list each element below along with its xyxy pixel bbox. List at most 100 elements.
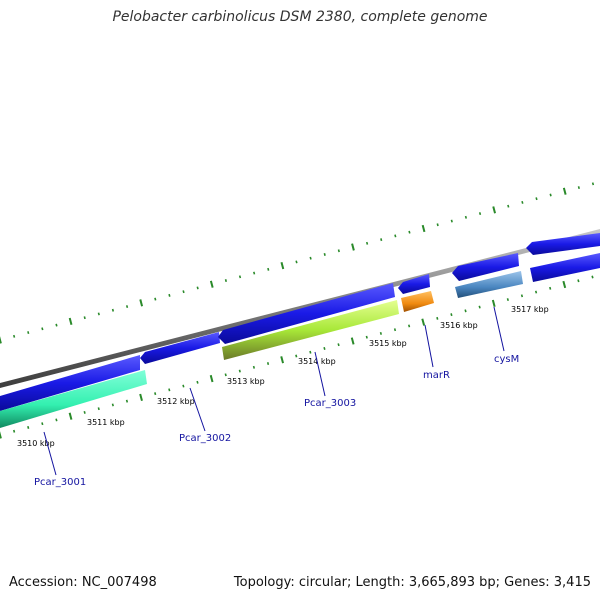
inner-ring-tick bbox=[562, 280, 567, 289]
outer-ring-tick bbox=[182, 290, 185, 294]
outer-ring-tick bbox=[521, 200, 524, 204]
outer-ring-tick bbox=[450, 219, 453, 223]
cds-cysm[interactable] bbox=[455, 271, 523, 298]
gene-label-cysm[interactable]: cysM bbox=[494, 354, 519, 365]
genome-summary-text: Topology: circular; Length: 3,665,893 bp… bbox=[233, 575, 591, 590]
outer-ring-tick bbox=[421, 224, 426, 233]
leader-cysm bbox=[493, 306, 505, 352]
outer-ring-tick bbox=[111, 308, 115, 312]
gene-label-pcar-3001[interactable]: Pcar_3001 bbox=[34, 477, 86, 488]
inner-ring-tick bbox=[125, 399, 129, 403]
leader-pcar-3003 bbox=[314, 351, 326, 397]
inner-ring-tick bbox=[55, 418, 58, 422]
outer-ring-tick bbox=[323, 253, 326, 256]
inner-ring-tick bbox=[168, 388, 171, 392]
outer-ring-tick bbox=[97, 312, 100, 316]
tick-label-3516: 3516 kbp bbox=[440, 321, 478, 330]
outer-ring-tick bbox=[408, 230, 411, 234]
outer-ring-tick bbox=[55, 323, 58, 327]
cds-forward-1[interactable] bbox=[0, 355, 140, 411]
cds-forward-6[interactable] bbox=[526, 233, 600, 255]
inner-ring-tick bbox=[350, 337, 355, 345]
inner-ring-tick bbox=[506, 298, 509, 302]
outer-ring-tick bbox=[27, 331, 30, 335]
inner-ring-tick bbox=[68, 412, 73, 420]
inner-ring-tick bbox=[97, 407, 100, 411]
inner-ring-tick bbox=[139, 393, 143, 402]
outer-ring-tick bbox=[13, 334, 16, 338]
outer-tick-ring bbox=[0, 182, 595, 344]
cds-forward-4[interactable] bbox=[398, 274, 430, 294]
cds-pcar-3003[interactable] bbox=[222, 300, 399, 360]
outer-ring-tick bbox=[464, 215, 468, 219]
inner-ring-tick bbox=[520, 294, 524, 298]
inner-ring-tick bbox=[0, 431, 2, 439]
outer-ring-tick bbox=[125, 305, 129, 308]
tick-label-3513: 3513 kbp bbox=[227, 377, 265, 386]
outer-ring-tick bbox=[224, 279, 228, 282]
inner-ring-tick bbox=[83, 410, 86, 414]
cds-forward-3[interactable] bbox=[218, 283, 395, 344]
leader-marr bbox=[424, 324, 434, 368]
outer-ring-tick bbox=[295, 260, 298, 264]
gene-label-pcar-3002[interactable]: Pcar_3002 bbox=[179, 433, 231, 444]
inner-ring-tick bbox=[238, 369, 241, 373]
inner-ring-tick bbox=[182, 384, 185, 388]
outer-ring-tick bbox=[196, 286, 199, 290]
inner-ring-tick bbox=[591, 275, 594, 279]
cds-forward-2[interactable] bbox=[140, 332, 220, 364]
inner-ring-tick bbox=[41, 422, 44, 426]
cds-marr[interactable] bbox=[401, 291, 434, 312]
inner-ring-tick bbox=[491, 299, 496, 307]
gene-label-marr[interactable]: marR bbox=[423, 370, 450, 381]
tick-label-3517: 3517 kbp bbox=[511, 305, 549, 314]
inner-ring-tick bbox=[209, 374, 214, 383]
leader-pcar-3001 bbox=[43, 431, 57, 476]
cds-reverse-5[interactable] bbox=[530, 253, 600, 282]
inner-ring-tick bbox=[534, 290, 538, 294]
inner-ring-tick bbox=[549, 286, 552, 290]
inner-ring-tick bbox=[407, 324, 411, 328]
outer-ring-tick bbox=[351, 243, 355, 251]
outer-ring-tick bbox=[168, 293, 171, 297]
inner-ring-tick bbox=[309, 350, 312, 354]
inner-ring-tick bbox=[436, 316, 439, 320]
inner-ring-tick bbox=[464, 309, 467, 313]
inner-ring-tick bbox=[12, 429, 16, 433]
map-title: Pelobacter carbinolicus DSM 2380, comple… bbox=[112, 9, 488, 25]
cds-forward-5[interactable] bbox=[452, 253, 519, 281]
genome-backbone bbox=[0, 229, 600, 388]
outer-ring-tick bbox=[68, 317, 73, 326]
cds-pcar-3001[interactable] bbox=[0, 370, 147, 428]
outer-ring-tick bbox=[253, 271, 256, 275]
inner-ring-tick bbox=[450, 313, 453, 317]
inner-tick-ring bbox=[0, 275, 594, 439]
tick-label-3510: 3510 kbp bbox=[17, 439, 55, 448]
inner-ring-tick bbox=[154, 392, 157, 396]
inner-ring-tick bbox=[323, 347, 326, 350]
inner-ring-tick bbox=[27, 426, 30, 429]
outer-ring-tick bbox=[267, 267, 270, 271]
outer-ring-tick bbox=[41, 327, 44, 331]
inner-ring-tick bbox=[577, 279, 580, 283]
inner-ring-tick bbox=[196, 380, 199, 384]
gene-label-pcar-3003[interactable]: Pcar_3003 bbox=[304, 398, 356, 409]
inner-ring-tick bbox=[365, 335, 368, 339]
leader-pcar-3002 bbox=[189, 387, 206, 432]
inner-ring-tick bbox=[224, 373, 227, 377]
outer-ring-tick bbox=[492, 206, 497, 214]
tick-label-3512: 3512 kbp bbox=[157, 397, 195, 406]
outer-ring-tick bbox=[337, 249, 340, 253]
outer-ring-tick bbox=[83, 316, 86, 320]
outer-ring-tick bbox=[280, 262, 285, 270]
outer-ring-tick bbox=[0, 336, 2, 344]
accession-text: Accession: NC_007498 bbox=[9, 575, 157, 590]
outer-ring-tick bbox=[139, 299, 144, 307]
outer-ring-tick bbox=[365, 241, 369, 245]
outer-ring-tick bbox=[549, 193, 552, 197]
inner-ring-tick bbox=[280, 356, 285, 364]
outer-ring-tick bbox=[562, 187, 567, 195]
outer-ring-tick bbox=[309, 256, 312, 260]
inner-ring-tick bbox=[252, 365, 256, 369]
